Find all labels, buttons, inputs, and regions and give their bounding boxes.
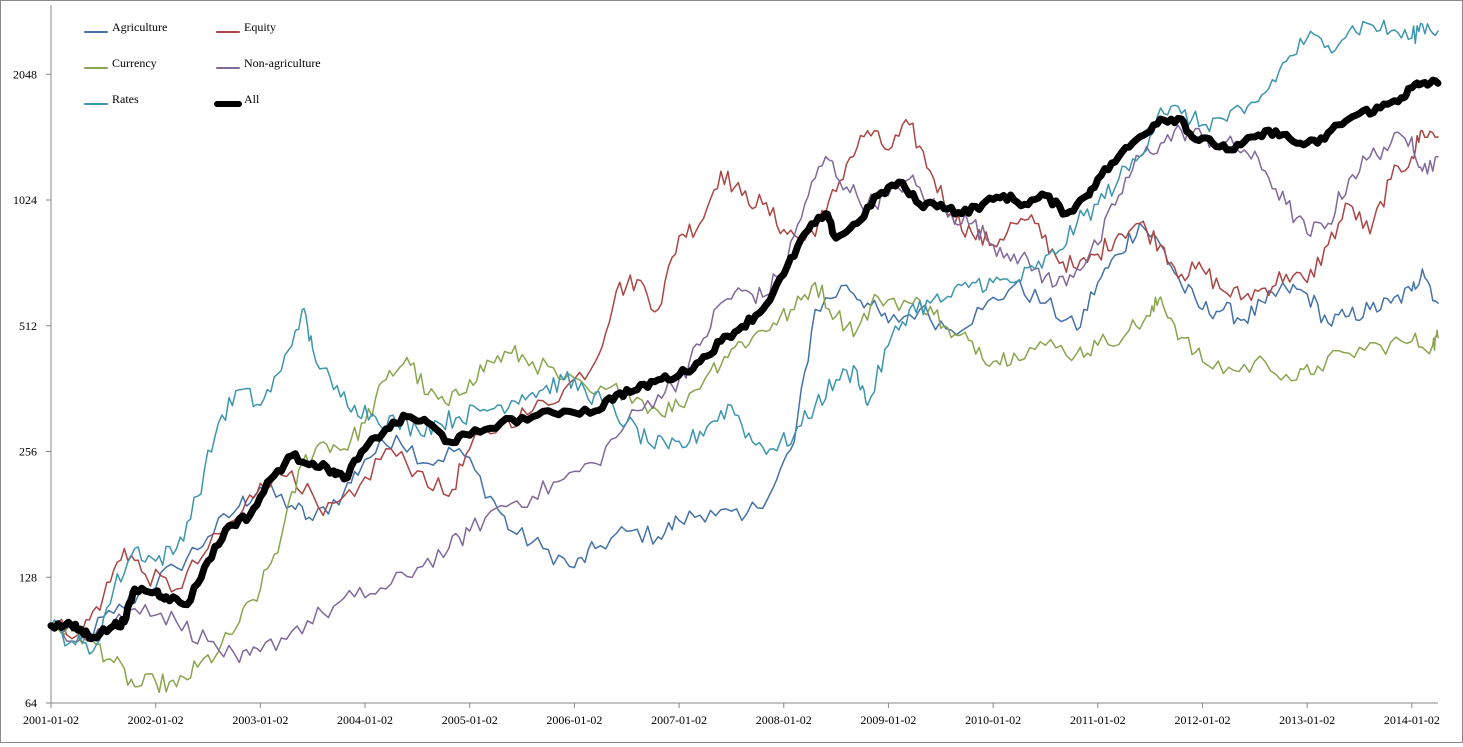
x-tick-label: 2012-01-02 [1174, 713, 1230, 727]
y-tick-label: 512 [19, 319, 37, 333]
y-tick-label: 1024 [13, 193, 37, 207]
legend-label: Non-agriculture [244, 56, 321, 70]
x-tick-label: 2006-01-02 [546, 713, 602, 727]
x-tick-label: 2011-01-02 [1070, 713, 1126, 727]
series-line-non-agriculture [50, 124, 1439, 664]
x-tick-label: 2014-01-02 [1384, 713, 1440, 727]
y-tick-label: 256 [19, 445, 37, 459]
x-tick-label: 2003-01-02 [232, 713, 288, 727]
series-line-equity [50, 118, 1439, 640]
x-tick-label: 2008-01-02 [756, 713, 812, 727]
x-tick-label: 2007-01-02 [651, 713, 707, 727]
y-tick-label: 2048 [13, 67, 37, 81]
y-tick-label: 64 [25, 696, 37, 710]
x-tick-label: 2002-01-02 [128, 713, 184, 727]
series-line-currency [50, 281, 1439, 694]
x-tick-label: 2009-01-02 [860, 713, 916, 727]
legend-label: All [244, 92, 260, 106]
legend-label: Currency [112, 56, 157, 70]
x-tick-label: 2001-01-02 [23, 713, 79, 727]
series-line-all [47, 76, 1442, 643]
series-line-rates [50, 19, 1439, 655]
legend-label: Rates [112, 92, 139, 106]
y-tick-label: 128 [19, 570, 37, 584]
x-tick-label: 2004-01-02 [337, 713, 393, 727]
x-tick-label: 2005-01-02 [442, 713, 498, 727]
x-tick-label: 2013-01-02 [1279, 713, 1335, 727]
legend-label: Equity [244, 20, 276, 34]
series-line-agriculture [50, 222, 1439, 638]
x-tick-label: 2010-01-02 [965, 713, 1021, 727]
legend-label: Agriculture [112, 20, 167, 34]
